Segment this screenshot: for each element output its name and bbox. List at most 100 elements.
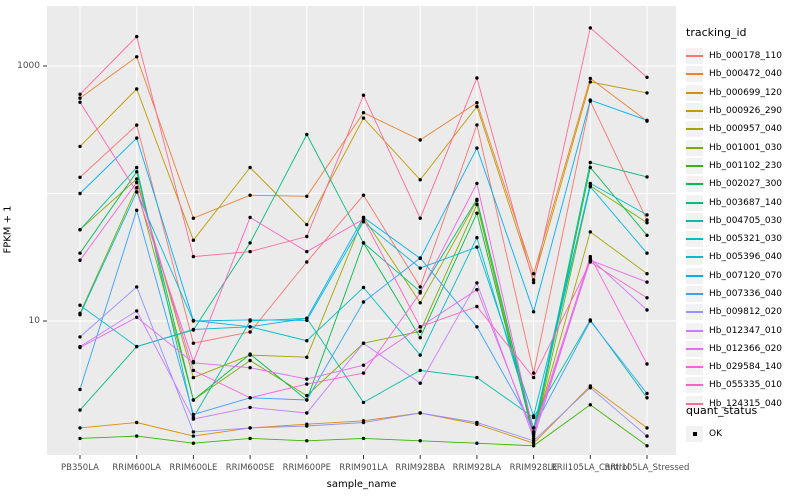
legend-item-label: Hb_002027_300: [709, 179, 783, 190]
data-point: [475, 420, 479, 425]
data-point: [191, 341, 196, 345]
data-point: [475, 76, 479, 80]
data-point: [588, 230, 592, 234]
data-point: [305, 132, 309, 137]
legend-line-swatch: [686, 286, 703, 302]
data-point: [418, 256, 422, 260]
x-tick-label-RRIM600SE: RRIM600SE: [225, 463, 275, 473]
data-point: [361, 300, 366, 304]
data-point: [418, 325, 422, 329]
data-point: [305, 355, 309, 359]
data-point: [78, 303, 82, 307]
legend-item-Hb_003687_140: Hb_003687_140: [686, 193, 798, 211]
data-point: [361, 220, 366, 224]
quant-status-title: quant_status: [686, 404, 758, 417]
legend-item-Hb_001102_230: Hb_001102_230: [686, 157, 798, 175]
legend-item-ok: OK: [686, 425, 798, 443]
data-point: [418, 301, 422, 305]
data-point: [305, 411, 309, 415]
legend-item-label: Hb_012366_020: [709, 343, 783, 354]
data-point: [361, 116, 366, 120]
data-point: [78, 387, 82, 392]
data-point: [78, 335, 82, 339]
data-point: [305, 424, 309, 428]
data-point: [248, 330, 252, 334]
legend-line-swatch: [686, 395, 703, 412]
ok-point-icon: [686, 426, 703, 443]
data-point: [135, 309, 139, 313]
legend-item-Hb_124315_040: Hb_124315_040: [686, 395, 798, 413]
data-point: [418, 411, 422, 415]
data-point: [191, 254, 196, 259]
data-point: [78, 92, 82, 97]
legend-item-label: Hb_007120_070: [709, 270, 783, 281]
data-point: [645, 221, 649, 225]
x-tick-label-RRIM600LA: RRIM600LA: [112, 463, 161, 473]
data-point: [248, 396, 252, 400]
data-point: [418, 336, 422, 340]
data-point: [588, 165, 592, 170]
data-point: [305, 382, 309, 386]
data-point: [248, 215, 252, 220]
data-point: [588, 80, 592, 84]
data-point: [645, 118, 649, 123]
data-point: [588, 26, 592, 30]
data-point: [78, 228, 82, 232]
data-point: [191, 412, 196, 417]
data-point: [361, 241, 366, 245]
data-point: [135, 87, 139, 91]
data-point: [645, 308, 649, 312]
data-point: [588, 319, 592, 323]
data-point: [645, 362, 649, 366]
data-point: [645, 91, 649, 95]
data-point: [191, 434, 196, 438]
data-point: [191, 359, 196, 364]
data-point: [248, 358, 252, 363]
data-point: [248, 249, 252, 254]
data-point: [78, 100, 82, 104]
data-point: [418, 381, 422, 385]
data-point: [191, 238, 196, 242]
legend-line-swatch: [686, 212, 703, 229]
legend-item-label: Hb_005321_030: [709, 234, 783, 245]
data-point: [418, 138, 422, 142]
data-point: [305, 316, 309, 320]
data-point: [645, 391, 649, 396]
data-point: [645, 280, 649, 284]
legend-line-swatch: [686, 176, 703, 193]
data-point: [78, 313, 82, 317]
data-point: [418, 368, 422, 373]
data-point: [78, 426, 82, 430]
data-point: [191, 430, 196, 434]
data-point: [78, 191, 82, 196]
legend-line-swatch: [686, 377, 703, 394]
data-point: [135, 208, 139, 212]
data-point: [531, 414, 536, 418]
x-tick-label-RRIM600LE: RRIM600LE: [169, 463, 218, 473]
legend-item-label: Hb_001001_030: [709, 142, 783, 153]
legend-quant-status: quant_status OK: [686, 404, 798, 443]
x-axis-title: sample_name: [326, 479, 397, 490]
data-point: [588, 260, 592, 264]
data-point: [248, 405, 252, 410]
data-point: [248, 325, 252, 329]
legend-item-label: Hb_000926_290: [709, 106, 783, 117]
legend-item-Hb_012366_020: Hb_012366_020: [686, 340, 798, 358]
data-point: [305, 439, 309, 443]
data-point: [645, 175, 649, 179]
data-point: [135, 165, 139, 170]
data-point: [531, 280, 536, 285]
y-tick-label-1000: 1000: [17, 61, 40, 71]
legend-item-label: Hb_009812_020: [709, 307, 783, 318]
legend-item-label: Hb_003687_140: [709, 197, 783, 208]
data-point: [588, 403, 592, 407]
legend-line-swatch: [686, 231, 703, 248]
data-point: [418, 329, 422, 333]
data-point: [475, 146, 479, 150]
data-point: [588, 160, 592, 165]
data-point: [418, 439, 422, 443]
legend-line-swatch: [686, 304, 703, 321]
data-point: [248, 366, 252, 370]
legend-line-swatch: [686, 66, 703, 83]
data-point: [418, 216, 422, 220]
